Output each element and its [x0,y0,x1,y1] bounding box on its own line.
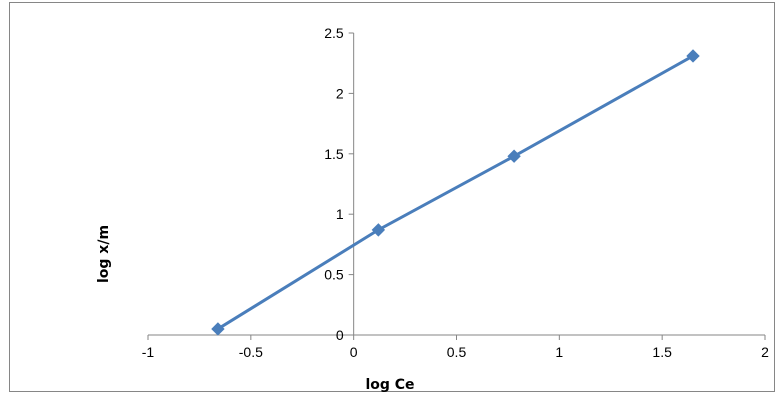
x-tick-label: 0.5 [447,344,467,360]
series-group [211,49,700,336]
x-tick-label: -0.5 [239,344,263,360]
x-tick-label: -1 [142,344,155,360]
x-ticks-group: -1 -0.5 0 0.5 1 1.5 2 [142,335,769,360]
data-point-marker [211,322,225,336]
y-axis-title: log x/m [96,225,112,283]
y-tick-label: 2 [336,85,344,101]
x-tick-label: 2 [761,344,769,360]
axes-group [148,33,765,336]
data-point-marker [371,223,386,237]
data-point-marker [686,49,700,63]
x-axis-title: log Ce [365,377,414,393]
x-tick-label: 0 [350,344,358,360]
y-tick-label: 0 [336,327,344,343]
series-line [217,54,694,331]
x-tick-label: 1 [555,344,563,360]
data-point-marker [507,149,521,163]
y-tick-label: 2.5 [324,25,344,41]
x-tick-label: 1.5 [652,344,672,360]
chart-area [9,2,775,392]
y-ticks-group: 0 0.5 1 1.5 2 2.5 [324,25,354,343]
y-tick-label: 0.5 [324,267,344,283]
y-tick-label: 1 [336,206,344,222]
y-tick-label: 1.5 [324,146,344,162]
